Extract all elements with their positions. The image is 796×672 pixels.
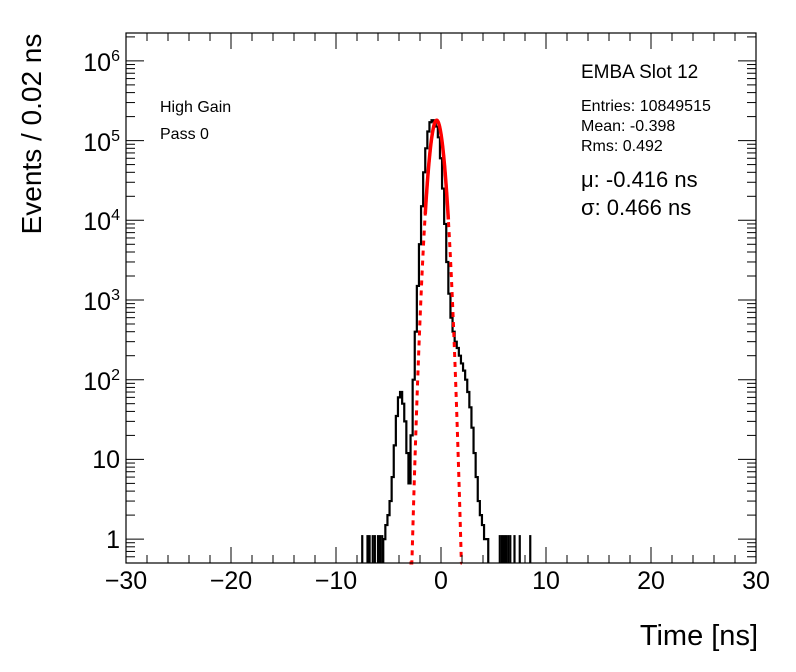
stats-mean: Mean: -0.398	[581, 118, 676, 135]
y-tick-label: 10	[92, 446, 120, 475]
x-tick-label: −20	[209, 567, 253, 595]
y-axis-label: Events / 0.02 ns	[16, 33, 47, 235]
fit-mu: μ: -0.416 ns	[581, 167, 698, 192]
pass-annotation: Pass 0	[160, 126, 209, 143]
chart-title: EMBA Slot 12	[581, 62, 699, 83]
stats-rms: Rms: 0.492	[581, 138, 663, 155]
gain-annotation: High Gain	[160, 99, 232, 116]
x-tick-label: 20	[637, 567, 665, 595]
x-tick-label: 10	[532, 567, 560, 595]
y-tick-label: 104	[83, 207, 120, 237]
gaussian-fit-series	[409, 118, 463, 565]
fit-sigma: σ: 0.466 ns	[581, 195, 692, 220]
axis-ticks	[125, 33, 757, 563]
y-tick-label: 1	[106, 526, 120, 555]
x-tick-label: −10	[314, 567, 358, 595]
fit-extrapolation-dashed	[409, 118, 463, 565]
fit-range-solid	[423, 118, 451, 220]
y-tick-label: 102	[83, 366, 120, 396]
x-axis-label: Time [ns]	[639, 620, 758, 652]
x-tick-label: 0	[434, 567, 448, 595]
y-tick-label: 105	[83, 127, 120, 157]
stats-entries: Entries: 10849515	[581, 98, 711, 115]
histogram-line	[382, 119, 490, 563]
y-tick-label: 106	[83, 47, 120, 77]
x-tick-label: 30	[742, 567, 770, 595]
x-tick-label: −30	[104, 567, 148, 595]
y-tick-label: 103	[83, 286, 120, 316]
